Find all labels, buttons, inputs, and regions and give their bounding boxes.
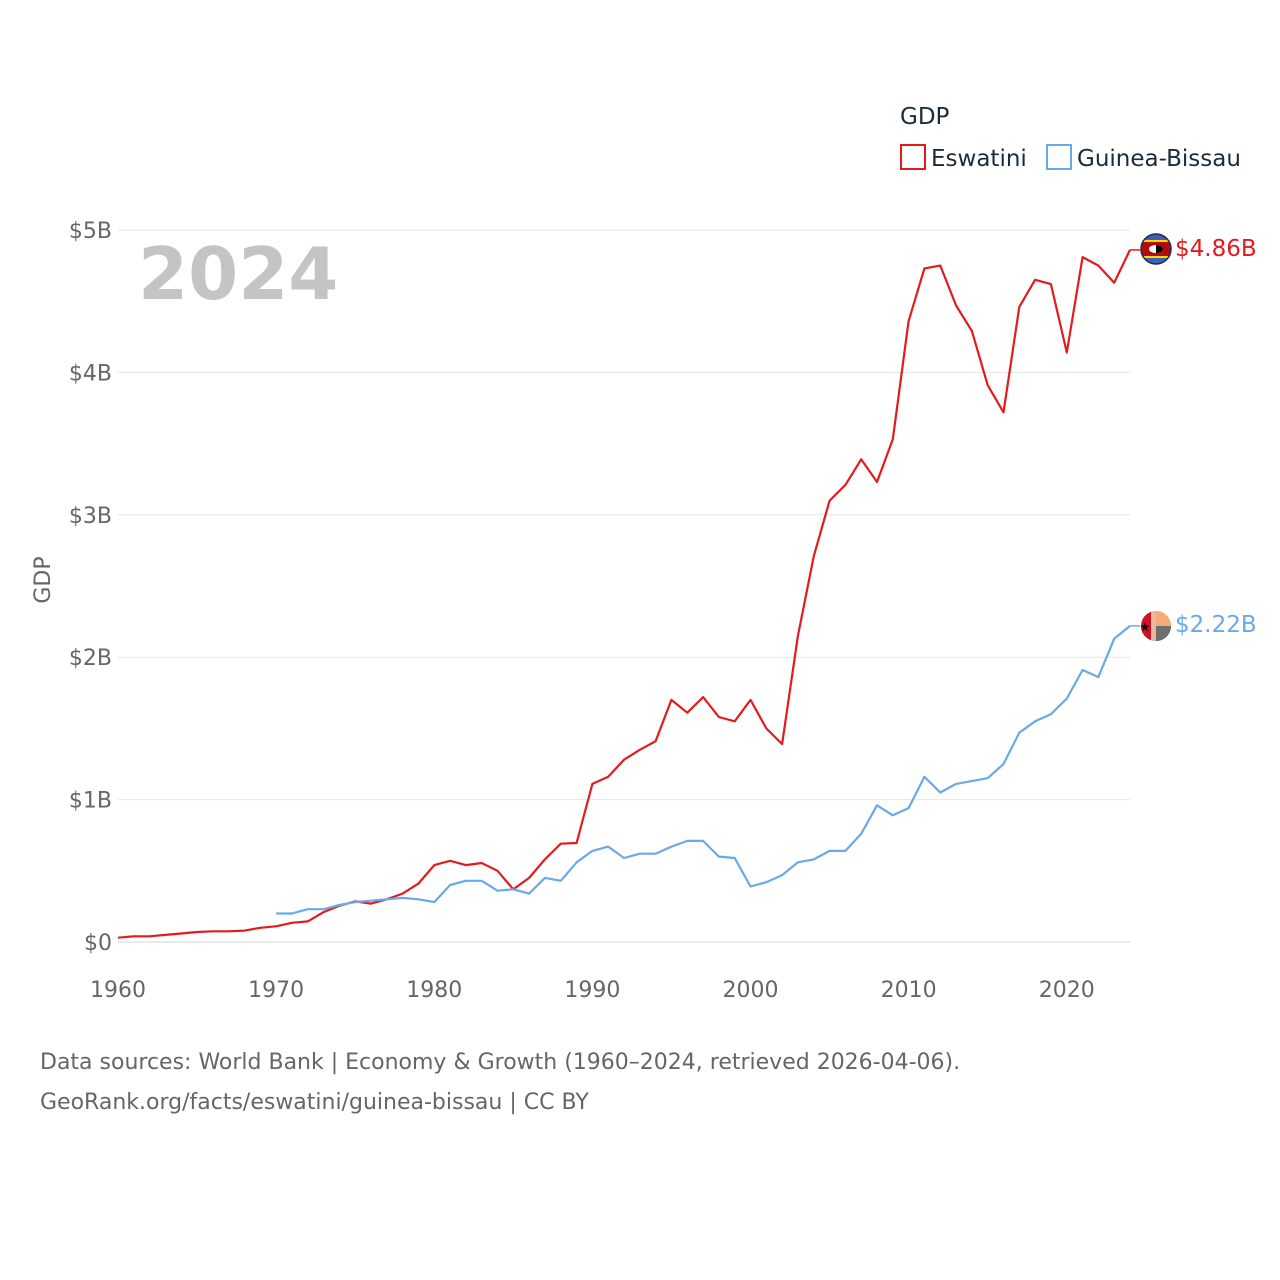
y-tick-label: $0 <box>84 931 112 956</box>
x-tick-label: 1970 <box>248 978 304 1003</box>
x-tick-label: 1960 <box>90 978 146 1003</box>
series-line-eswatini <box>117 249 1131 939</box>
y-tick-label: $4B <box>69 361 112 386</box>
y-tick-label: $2B <box>69 646 112 671</box>
legend: GDP Eswatini Guinea-Bissau <box>900 104 1241 172</box>
x-tick-label: 2020 <box>1039 978 1095 1003</box>
x-tick-label: 2010 <box>881 978 937 1003</box>
gdp-line-chart: $0 $1B $2B $3B $4B $5B 1960 1970 1980 1990 2000 20… <box>31 104 1257 1003</box>
end-label-guinea-bissau: $2.22B <box>1175 612 1257 638</box>
legend-title: GDP <box>900 104 950 130</box>
y-axis-label: GDP <box>31 556 56 603</box>
end-label-eswatini: $4.86B <box>1175 236 1257 262</box>
series-line-guinea-bissau <box>276 625 1131 915</box>
svg-text:★: ★ <box>1140 620 1151 634</box>
y-tick-label: $1B <box>69 789 112 814</box>
x-tick-label: 1980 <box>406 978 462 1003</box>
year-watermark: 2024 <box>138 232 338 316</box>
legend-label-eswatini: Eswatini <box>931 146 1027 172</box>
eswatini-flag-icon <box>1140 233 1172 265</box>
legend-swatch-eswatini <box>900 144 926 170</box>
legend-label-guinea-bissau: Guinea-Bissau <box>1077 146 1241 172</box>
x-tick-label: 1990 <box>564 978 620 1003</box>
footer: Data sources: World Bank | Economy & Gro… <box>40 1043 960 1123</box>
y-tick-label: $3B <box>69 504 112 529</box>
x-tick-label: 2000 <box>723 978 779 1003</box>
y-tick-label: $5B <box>69 219 112 244</box>
source-url-text: GeoRank.org/facts/eswatini/guinea-bissau… <box>40 1090 589 1115</box>
guinea-bissau-flag-icon: ★ <box>1140 611 1171 641</box>
data-sources-text: Data sources: World Bank | Economy & Gro… <box>40 1050 961 1075</box>
legend-swatch-guinea-bissau <box>1046 144 1072 170</box>
